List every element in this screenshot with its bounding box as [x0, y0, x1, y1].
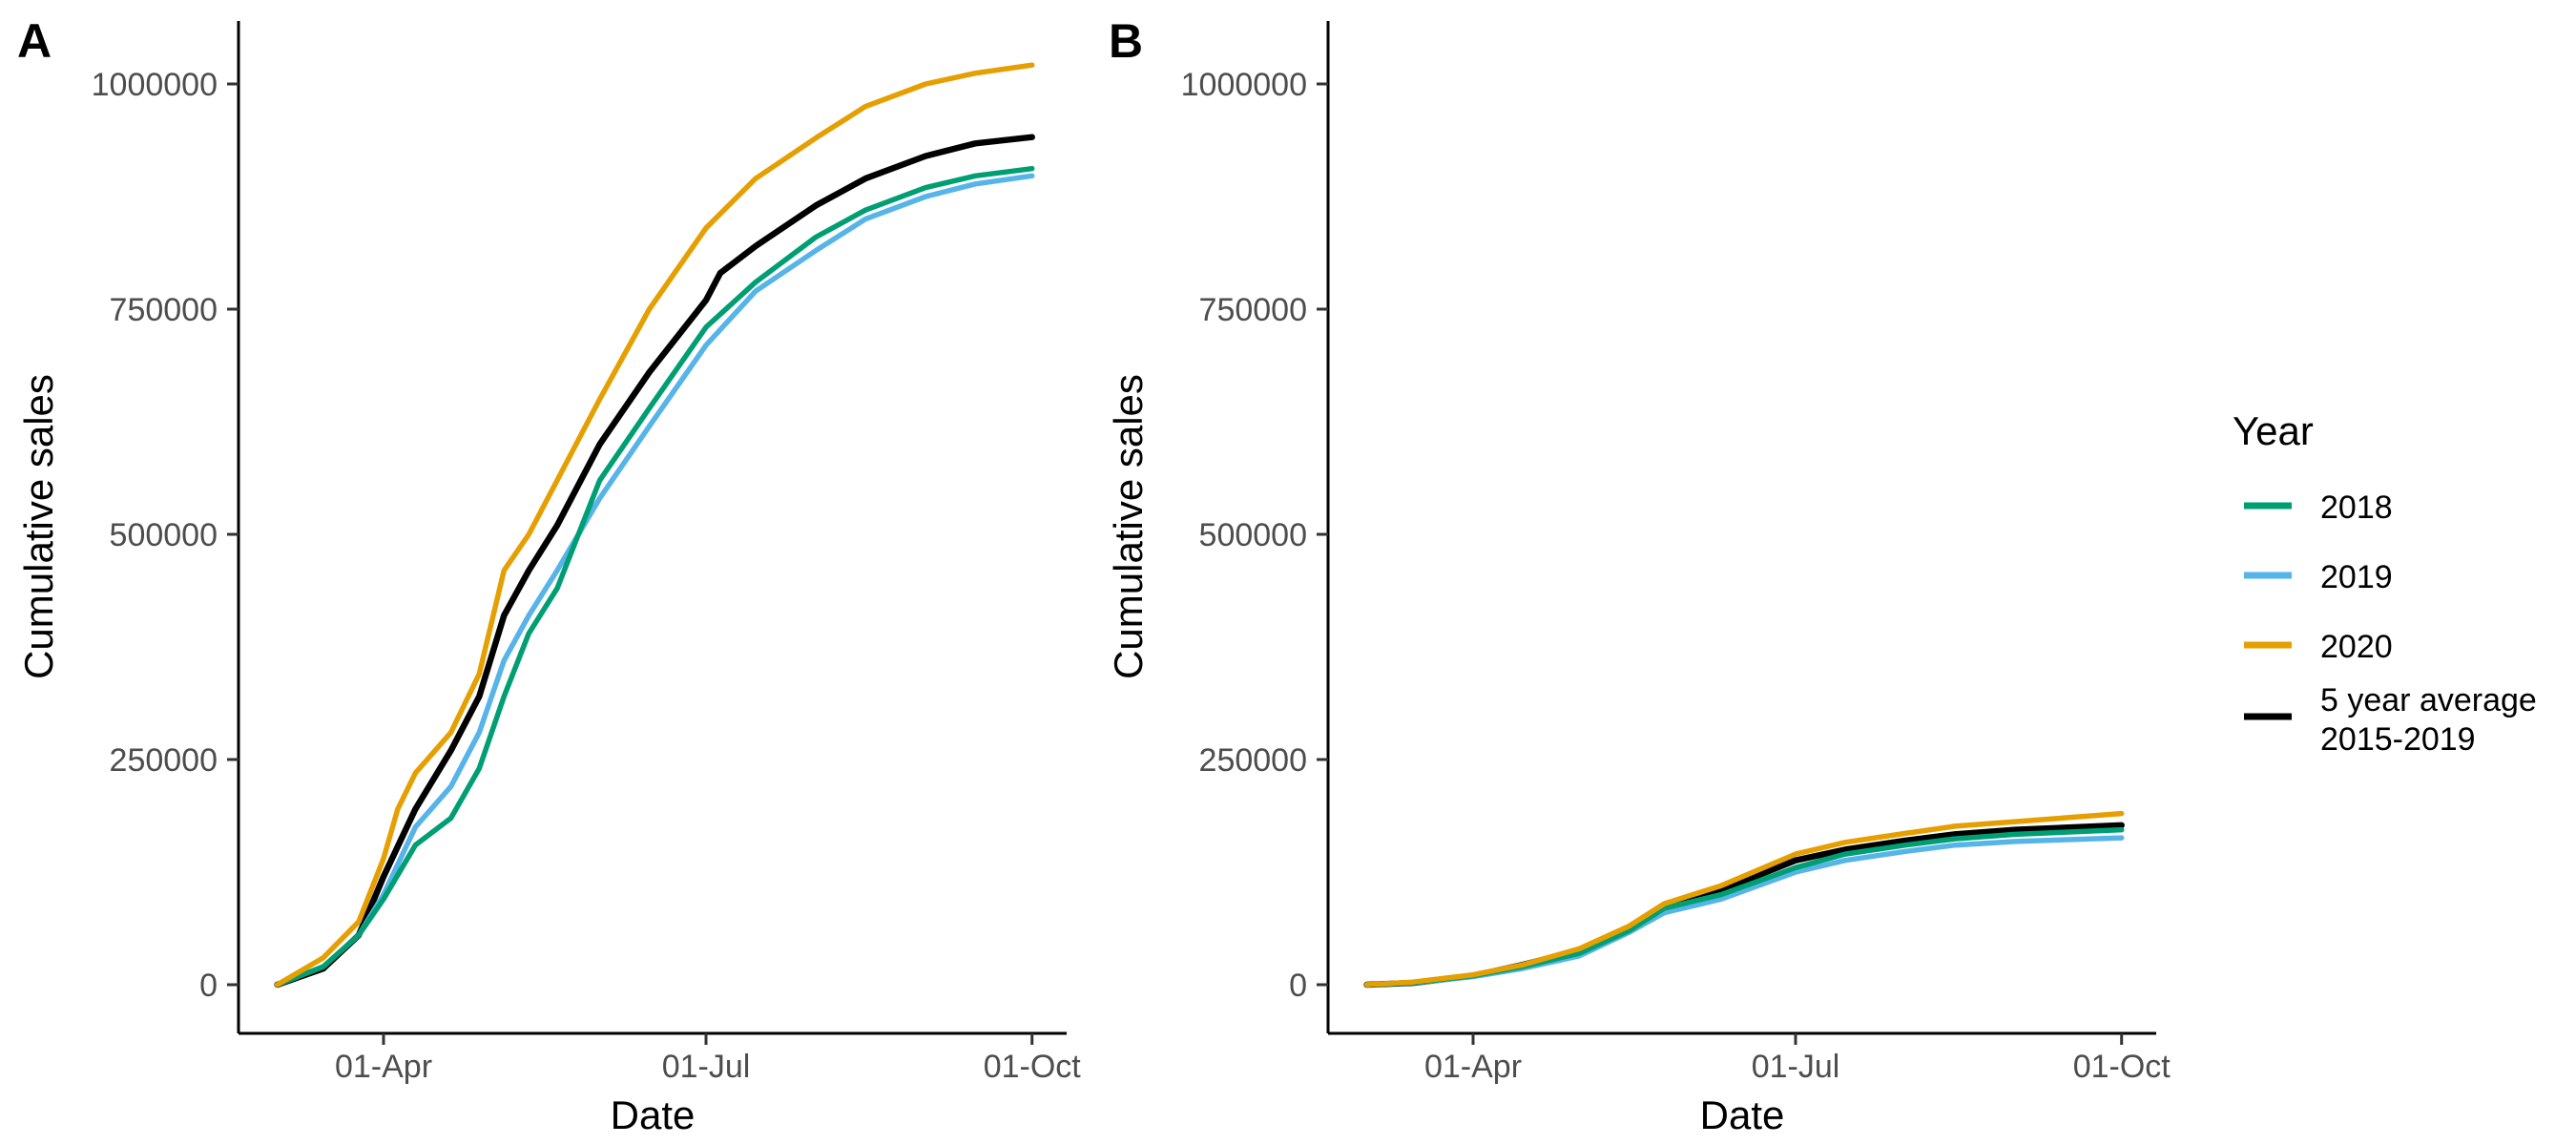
legend-label-2018: 2018	[2320, 489, 2393, 526]
series-line-2020-b	[1363, 810, 2125, 988]
y-tick-label-a-3: 750000	[110, 292, 218, 328]
x-tick-label-a-1: 01-Jul	[662, 1049, 751, 1085]
panel-a: A 0 250000 500000 750000 1000000 01-Apr 01-Ju…	[16, 14, 1081, 1137]
panel-label-a: A	[17, 14, 52, 68]
legend: Year 2018 2019 2020 5 year average 2015-…	[2233, 408, 2537, 758]
series-line-2019-b	[1363, 835, 2125, 988]
legend-label-2020: 2020	[2320, 629, 2393, 665]
legend-label-5-year-average-line2: 2015-2019	[2320, 721, 2476, 758]
y-ticks-b: 0 250000 500000 750000 1000000	[1181, 67, 1328, 1004]
legend-item-2019: 2019	[2244, 559, 2393, 595]
y-tick-label-a-1: 250000	[110, 742, 218, 779]
y-tick-label-a-0: 0	[199, 968, 218, 1004]
y-tick-label-a-4: 1000000	[92, 67, 218, 103]
series-line-2018-a	[274, 165, 1035, 988]
x-tick-label-a-0: 01-Apr	[335, 1049, 432, 1085]
y-tick-label-a-2: 500000	[110, 517, 218, 553]
x-tick-label-a-2: 01-Oct	[984, 1049, 1082, 1085]
series-line-5-year-average-a	[274, 134, 1035, 989]
legend-label-5-year-average-line1: 5 year average	[2320, 682, 2537, 718]
x-tick-label-b-1: 01-Jul	[1752, 1049, 1840, 1085]
x-ticks-a: 01-Apr 01-Jul 01-Oct	[335, 1033, 1081, 1085]
series-line-2018-b	[1363, 826, 2125, 988]
legend-item-2018: 2018	[2244, 489, 2393, 526]
y-tick-label-b-0: 0	[1289, 968, 1307, 1004]
panel-b: B 0 250000 500000 750000 1000000 01-Apr 01-Ju…	[1106, 14, 2171, 1137]
x-tick-label-b-0: 01-Apr	[1424, 1049, 1522, 1085]
legend-item-5-year-average: 5 year average 2015-2019	[2244, 682, 2537, 758]
y-axis-title-a: Cumulative sales	[16, 374, 61, 679]
y-tick-label-b-2: 500000	[1199, 517, 1307, 553]
x-axis-title-a: Date	[611, 1093, 696, 1137]
series-line-5-year-average-b	[1363, 822, 2125, 989]
legend-label-2019: 2019	[2320, 559, 2393, 595]
legend-title: Year	[2233, 408, 2314, 453]
y-ticks-a: 0 250000 500000 750000 1000000	[92, 67, 239, 1004]
y-tick-label-b-1: 250000	[1199, 742, 1307, 779]
series-a	[274, 62, 1035, 989]
x-ticks-b: 01-Apr 01-Jul 01-Oct	[1424, 1033, 2171, 1085]
y-tick-label-b-3: 750000	[1199, 292, 1307, 328]
panel-label-b: B	[1109, 14, 1143, 68]
y-tick-label-b-4: 1000000	[1181, 67, 1307, 103]
legend-item-2020: 2020	[2244, 629, 2393, 665]
y-axis-title-b: Cumulative sales	[1106, 374, 1151, 679]
x-axis-title-b: Date	[1700, 1093, 1785, 1137]
series-b	[1363, 810, 2125, 989]
series-line-2020-a	[274, 62, 1035, 988]
x-tick-label-b-2: 01-Oct	[2073, 1049, 2171, 1085]
